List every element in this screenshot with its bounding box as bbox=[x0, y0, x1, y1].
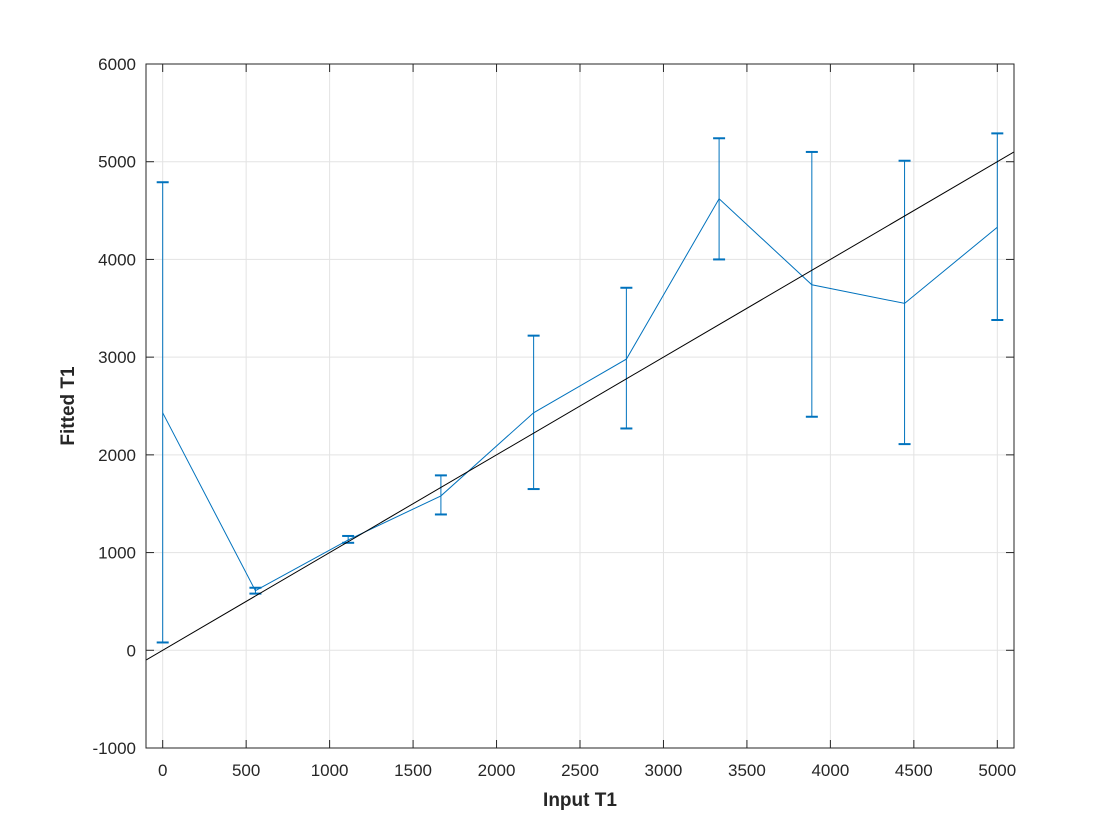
plot-series bbox=[146, 132, 1014, 661]
y-tick-label: 6000 bbox=[98, 55, 136, 74]
x-tick-label: 2500 bbox=[561, 761, 599, 780]
y-axis-label: Fitted T1 bbox=[58, 366, 79, 446]
y-tick-label: 1000 bbox=[98, 544, 136, 563]
x-tick-label: 500 bbox=[232, 761, 260, 780]
y-tick-label: 3000 bbox=[98, 348, 136, 367]
identity-reference-line bbox=[146, 151, 1014, 661]
x-axis-label: Input T1 bbox=[543, 790, 617, 811]
x-tick-label: 3500 bbox=[728, 761, 766, 780]
y-tick-label: 0 bbox=[127, 641, 136, 660]
x-tick-label: 0 bbox=[158, 761, 167, 780]
x-tick-label: 3000 bbox=[645, 761, 683, 780]
x-tick-label: 2000 bbox=[478, 761, 516, 780]
x-tick-label: 4500 bbox=[895, 761, 933, 780]
y-tick-label: 5000 bbox=[98, 153, 136, 172]
x-tick-label: 4000 bbox=[811, 761, 849, 780]
y-tick-label: -1000 bbox=[93, 739, 136, 758]
x-tick-label: 5000 bbox=[978, 761, 1016, 780]
x-tick-label: 1000 bbox=[311, 761, 349, 780]
x-tick-label: 1500 bbox=[394, 761, 432, 780]
axis-ticks: 0 500 1000 1500 2000 2500 3000 3500 4000 4500 5000… bbox=[93, 55, 1017, 780]
fitted-t1-line bbox=[162, 198, 998, 592]
y-tick-label: 2000 bbox=[98, 446, 136, 465]
y-tick-label: 4000 bbox=[98, 250, 136, 269]
